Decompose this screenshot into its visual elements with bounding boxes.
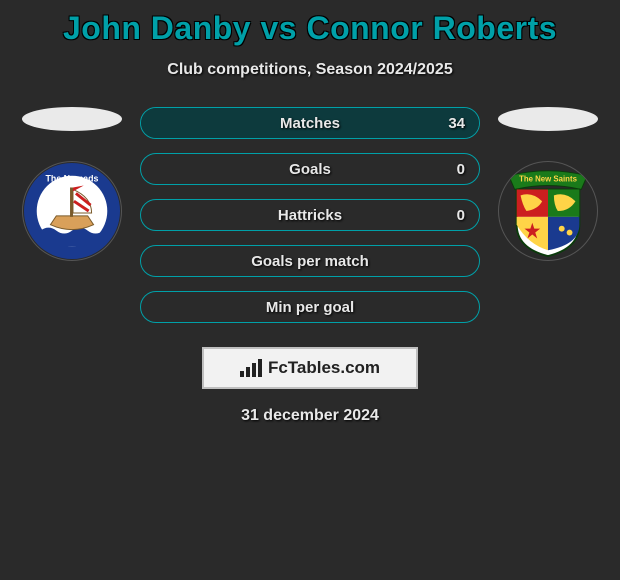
- as-of-date: 31 december 2024: [0, 407, 620, 425]
- stat-bar-matches: Matches 34: [140, 107, 480, 139]
- page-title: John Danby vs Connor Roberts: [0, 0, 620, 47]
- bar-chart-icon: [240, 359, 262, 377]
- stat-label: Min per goal: [266, 299, 354, 316]
- stat-bars: Matches 34 Goals 0 Hattricks 0 Goals per…: [140, 107, 480, 323]
- stat-right-value: 34: [448, 115, 465, 132]
- brand-text: FcTables.com: [268, 358, 380, 378]
- nomads-crest-icon: The Nomads: [23, 161, 121, 261]
- saints-crest-icon: The New Saints: [499, 161, 597, 261]
- stat-bar-goals: Goals 0: [140, 153, 480, 185]
- right-player-column: The New Saints: [498, 107, 598, 261]
- crest-ring-text: The Nomads: [46, 174, 99, 184]
- left-player-column: The Nomads: [22, 107, 122, 261]
- stat-right-value: 0: [457, 161, 465, 178]
- stat-bar-min-per-goal: Min per goal: [140, 291, 480, 323]
- comparison-main: The Nomads Matches 34: [0, 107, 620, 323]
- stat-label: Hattricks: [278, 207, 342, 224]
- right-club-crest: The New Saints: [498, 161, 598, 261]
- stat-bar-hattricks: Hattricks 0: [140, 199, 480, 231]
- stat-right-value: 0: [457, 207, 465, 224]
- crest-banner-text: The New Saints: [519, 175, 578, 184]
- left-player-photo-placeholder: [22, 107, 122, 131]
- stat-label: Goals: [289, 161, 331, 178]
- brand-watermark: FcTables.com: [202, 347, 418, 389]
- stat-bar-goals-per-match: Goals per match: [140, 245, 480, 277]
- left-club-crest: The Nomads: [22, 161, 122, 261]
- stat-label: Goals per match: [251, 253, 369, 270]
- subtitle: Club competitions, Season 2024/2025: [0, 61, 620, 79]
- right-player-photo-placeholder: [498, 107, 598, 131]
- stat-label: Matches: [280, 115, 340, 132]
